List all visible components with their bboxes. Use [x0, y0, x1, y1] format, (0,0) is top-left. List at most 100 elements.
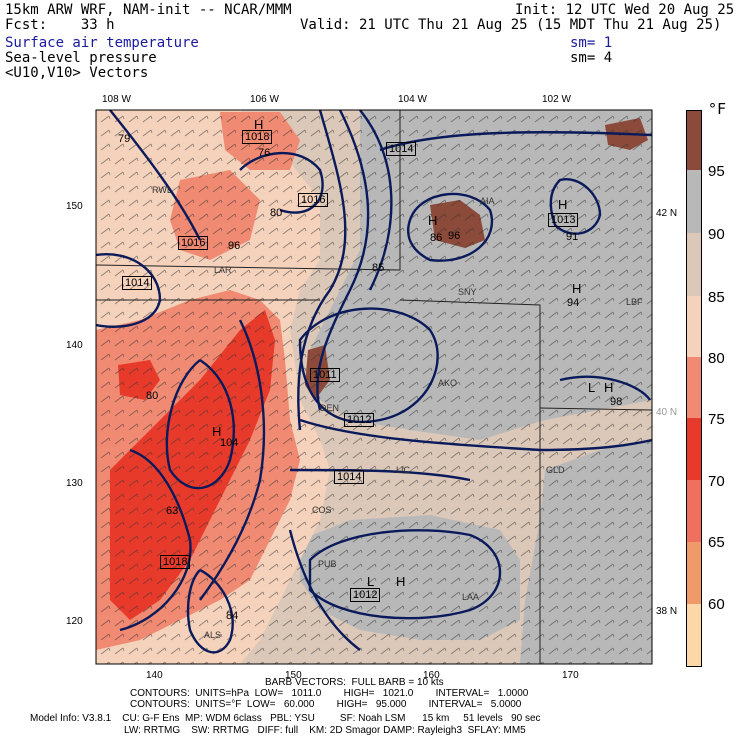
high-marker: H	[558, 197, 568, 212]
temp-value-label: 91	[566, 231, 579, 243]
lat-label-40n: 40 N	[656, 407, 678, 418]
station-label: LIC	[396, 465, 411, 475]
pressure-label: 1013	[548, 213, 579, 227]
colorbar-label: 70	[708, 473, 725, 490]
grid-y-label-130: 130	[66, 478, 83, 489]
station-label: LBF	[626, 297, 643, 307]
high-marker: H	[428, 213, 438, 228]
field-temperature: Surface air temperature	[5, 35, 199, 51]
temp-value-label: 96	[448, 230, 461, 242]
station-label: AIA	[480, 196, 495, 206]
grid-x-label-170: 170	[562, 670, 579, 681]
field-pressure-smoothing: sm= 4	[570, 50, 613, 66]
barb-info: BARB VECTORS: FULL BARB = 10 kts	[265, 677, 444, 688]
lon-label-104w: 104 W	[398, 94, 427, 105]
station-label: PUB	[318, 559, 337, 569]
colorbar-label: 90	[708, 226, 725, 243]
pressure-label: 1018	[242, 130, 273, 144]
colorbar-swatch-70	[687, 418, 701, 480]
wind-barbs	[96, 110, 652, 664]
model-title: 15km ARW WRF, NAM-init -- NCAR/MMM	[5, 2, 292, 18]
colorbar-swatch-85	[687, 233, 701, 296]
pressure-label: 1014	[334, 470, 365, 484]
temp-value-label: 86	[430, 232, 443, 244]
lon-label-108w: 108 W	[102, 94, 131, 105]
colorbar-label: 80	[708, 350, 725, 367]
contour-info-pressure: CONTOURS: UNITS=hPa LOW= 1011.0 HIGH= 10…	[130, 688, 529, 699]
grid-y-label-150: 150	[66, 201, 83, 212]
high-marker: H	[396, 574, 406, 589]
lon-label-102w: 102 W	[542, 94, 571, 105]
high-marker: H	[254, 117, 264, 132]
grid-x-label-140: 140	[146, 670, 163, 681]
pressure-label: 1012	[350, 588, 381, 602]
grid-x-label-150: 150	[285, 670, 302, 681]
station-label: GLD	[546, 465, 565, 475]
colorbar-swatch-95	[687, 111, 701, 170]
pressure-label: 1014	[386, 142, 417, 156]
grid-y-label-120: 120	[66, 616, 83, 627]
temp-value-label: 63	[166, 505, 179, 517]
station-label: COS	[312, 505, 332, 515]
forecast-hour: Fcst: 33 h	[5, 17, 115, 33]
colorbar-label: 85	[708, 289, 725, 306]
lat-label-42n: 42 N	[656, 208, 678, 219]
pressure-label: 1018	[160, 555, 191, 569]
temp-value-label: 79	[118, 133, 131, 145]
temp-value-label: 94	[567, 297, 580, 309]
colorbar-unit: °F	[708, 100, 727, 118]
field-vectors: <U10,V10> Vectors	[5, 65, 149, 81]
model-info-physics: LW: RRTMG SW: RRTMG DIFF: full KM: 2D Sm…	[124, 725, 526, 736]
temp-value-label: 84	[226, 610, 239, 622]
temp-value-label: 80	[146, 390, 159, 402]
colorbar-label: 75	[708, 411, 725, 428]
colorbar-swatch-65	[687, 480, 701, 542]
pressure-label: 1011	[310, 368, 340, 382]
colorbar-label: 60	[708, 596, 725, 613]
colorbar-swatch-75	[687, 357, 701, 418]
valid-time: Valid: 21 UTC Thu 21 Aug 25 (15 MDT Thu …	[300, 17, 722, 33]
temp-value-label: 98	[610, 396, 623, 408]
colorbar-label: 95	[708, 163, 725, 180]
init-time: Init: 12 UTC Wed 20 Aug 25	[515, 2, 735, 18]
temp-value-label: 104	[220, 437, 239, 449]
station-label: SNY	[458, 287, 477, 297]
high-marker: H	[604, 380, 614, 395]
model-info: Model Info: V3.8.1 CU: G-F Ens MP: WDM 6…	[30, 713, 541, 724]
pressure-label: 1016	[178, 236, 209, 250]
lon-label-106w: 106 W	[250, 94, 279, 105]
colorbar-swatch-90	[687, 170, 701, 233]
high-marker: H	[212, 424, 222, 439]
pressure-label: 1016	[298, 193, 329, 207]
lat-label-38n: 38 N	[656, 606, 678, 617]
grid-x-label-160: 160	[423, 670, 440, 681]
low-marker: L	[367, 574, 375, 589]
colorbar-swatch-80	[687, 296, 701, 357]
station-label: AKO	[438, 378, 458, 388]
temp-value-label: 85	[372, 262, 385, 274]
contour-info-temperature: CONTOURS: UNITS=°F LOW= 60.000 HIGH= 95.…	[130, 699, 522, 710]
pressure-label: 1012	[344, 413, 375, 427]
station-label: LAR	[214, 265, 232, 275]
colorbar-label: 65	[708, 534, 725, 551]
grid-y-label-140: 140	[66, 340, 83, 351]
low-marker: L	[588, 380, 596, 395]
station-label: ALS	[204, 630, 222, 640]
colorbar-swatch-below-60	[687, 604, 701, 666]
field-temperature-smoothing: sm= 1	[570, 35, 613, 51]
station-label: LAA	[462, 592, 480, 602]
pressure-contours	[96, 110, 652, 654]
state-boundaries	[96, 110, 652, 664]
temp-value-label: 96	[228, 240, 241, 252]
pressure-label: 1014	[122, 276, 153, 290]
high-marker: H	[572, 281, 582, 296]
map-frame	[95, 109, 653, 665]
station-label: RWL	[152, 185, 172, 195]
colorbar-swatch-60	[687, 542, 701, 604]
field-pressure: Sea-level pressure	[5, 50, 157, 66]
station-label: DEN	[320, 403, 340, 413]
temp-value-label: 76	[258, 147, 271, 159]
colorbar	[686, 110, 702, 667]
temp-value-label: 80	[270, 207, 283, 219]
